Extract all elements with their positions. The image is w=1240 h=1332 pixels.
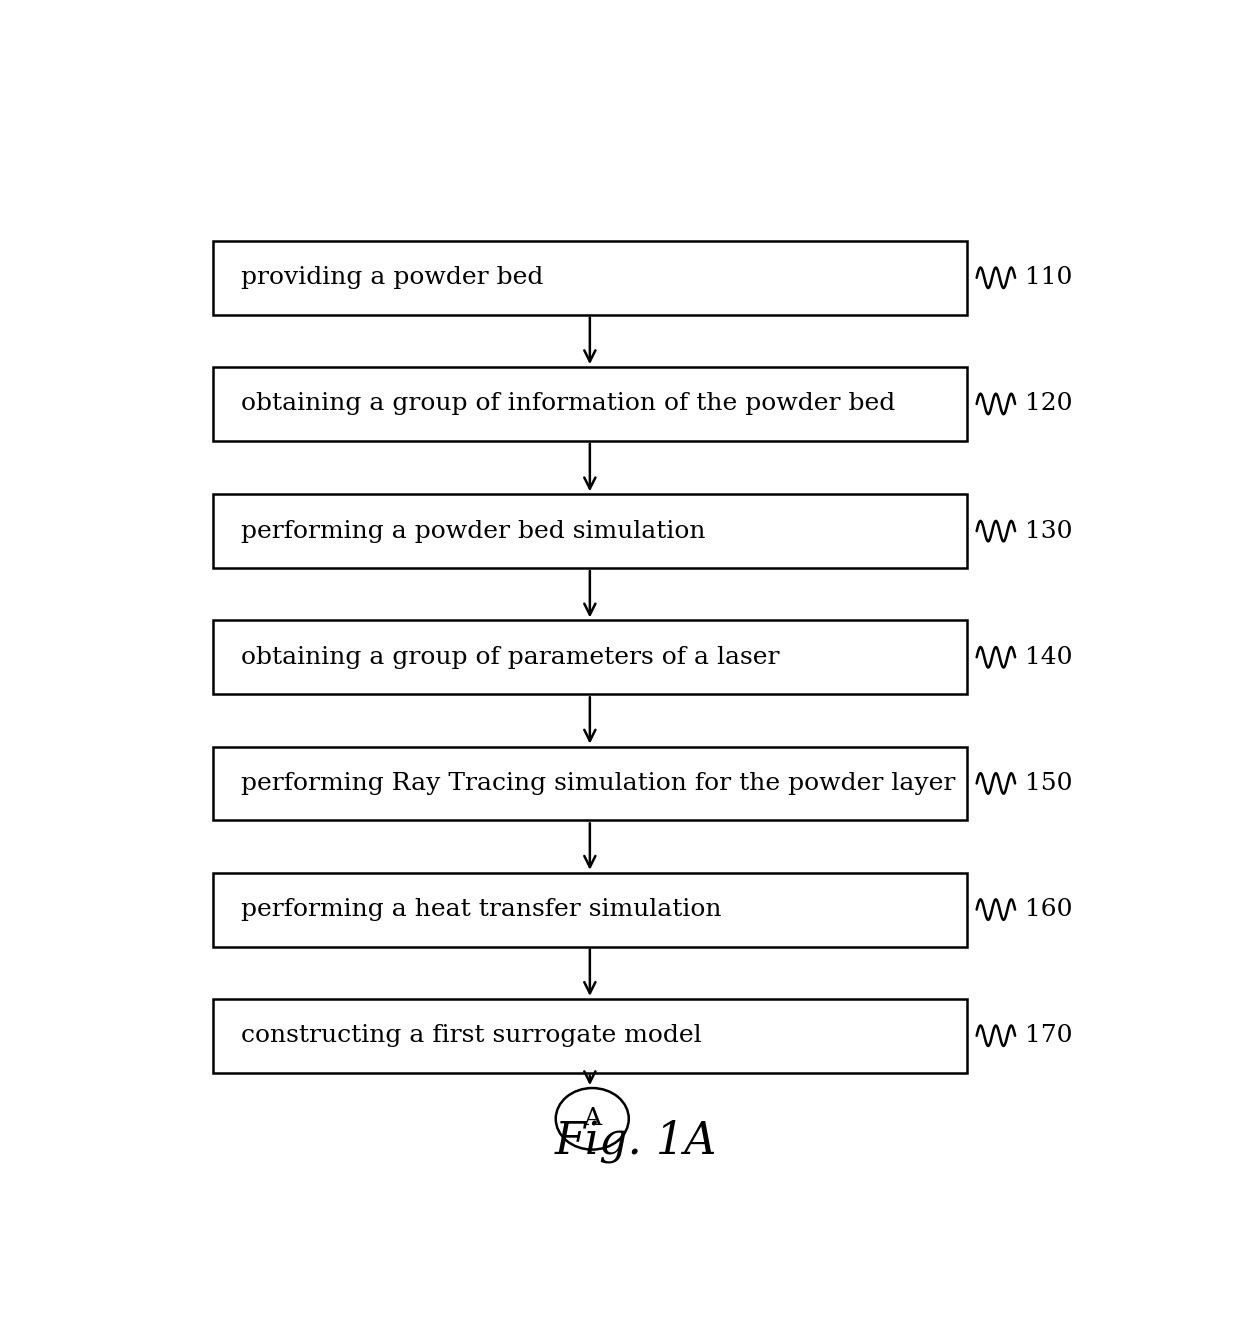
Text: obtaining a group of information of the powder bed: obtaining a group of information of the … [242, 393, 895, 416]
Text: 120: 120 [1024, 393, 1073, 416]
Bar [213, 241, 967, 314]
Bar [213, 746, 967, 821]
Text: providing a powder bed: providing a powder bed [242, 266, 544, 289]
Text: obtaining a group of parameters of a laser: obtaining a group of parameters of a las… [242, 646, 780, 669]
Text: 110: 110 [1024, 266, 1073, 289]
Text: performing a powder bed simulation: performing a powder bed simulation [242, 519, 706, 542]
Bar [213, 494, 967, 567]
Bar [213, 872, 967, 947]
Text: Fig. 1A: Fig. 1A [554, 1119, 717, 1163]
Text: constructing a first surrogate model: constructing a first surrogate model [242, 1024, 702, 1047]
Text: performing a heat transfer simulation: performing a heat transfer simulation [242, 898, 722, 922]
Bar [213, 368, 967, 441]
Bar [213, 999, 967, 1072]
Text: 140: 140 [1024, 646, 1073, 669]
Bar [213, 621, 967, 694]
Text: 150: 150 [1024, 773, 1073, 795]
Text: A: A [583, 1107, 601, 1131]
Text: 170: 170 [1024, 1024, 1073, 1047]
Text: 160: 160 [1024, 898, 1073, 922]
Text: performing Ray Tracing simulation for the powder layer: performing Ray Tracing simulation for th… [242, 773, 956, 795]
Text: 130: 130 [1024, 519, 1073, 542]
